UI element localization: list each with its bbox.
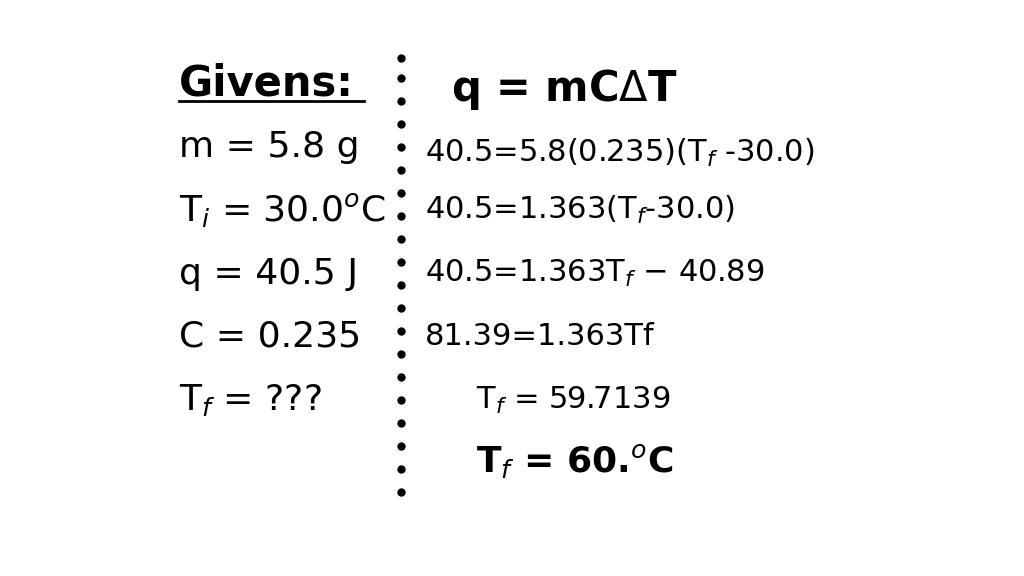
Text: q = mC$\Delta$T: q = mC$\Delta$T — [451, 67, 677, 112]
Text: T$_f$ = 59.7139: T$_f$ = 59.7139 — [476, 385, 671, 416]
Text: m = 5.8 g: m = 5.8 g — [179, 130, 359, 164]
Text: T$_f$ = ???: T$_f$ = ??? — [179, 382, 322, 418]
Text: 81.39=1.363Tf: 81.39=1.363Tf — [425, 323, 654, 351]
Text: 40.5=1.363T$_f$ $-$ 40.89: 40.5=1.363T$_f$ $-$ 40.89 — [425, 258, 764, 289]
Text: Givens:: Givens: — [179, 63, 354, 104]
Text: q = 40.5 J: q = 40.5 J — [179, 256, 358, 291]
Text: C = 0.235: C = 0.235 — [179, 320, 361, 354]
Text: 40.5=5.8(0.235)(T$_f$ -30.0): 40.5=5.8(0.235)(T$_f$ -30.0) — [425, 137, 815, 169]
Text: T$_i$ = 30.0$^o$C: T$_i$ = 30.0$^o$C — [179, 191, 385, 229]
Text: 40.5=1.363(T$_f$-30.0): 40.5=1.363(T$_f$-30.0) — [425, 194, 735, 226]
Text: T$_f$ = 60.$^o$C: T$_f$ = 60.$^o$C — [476, 442, 674, 480]
